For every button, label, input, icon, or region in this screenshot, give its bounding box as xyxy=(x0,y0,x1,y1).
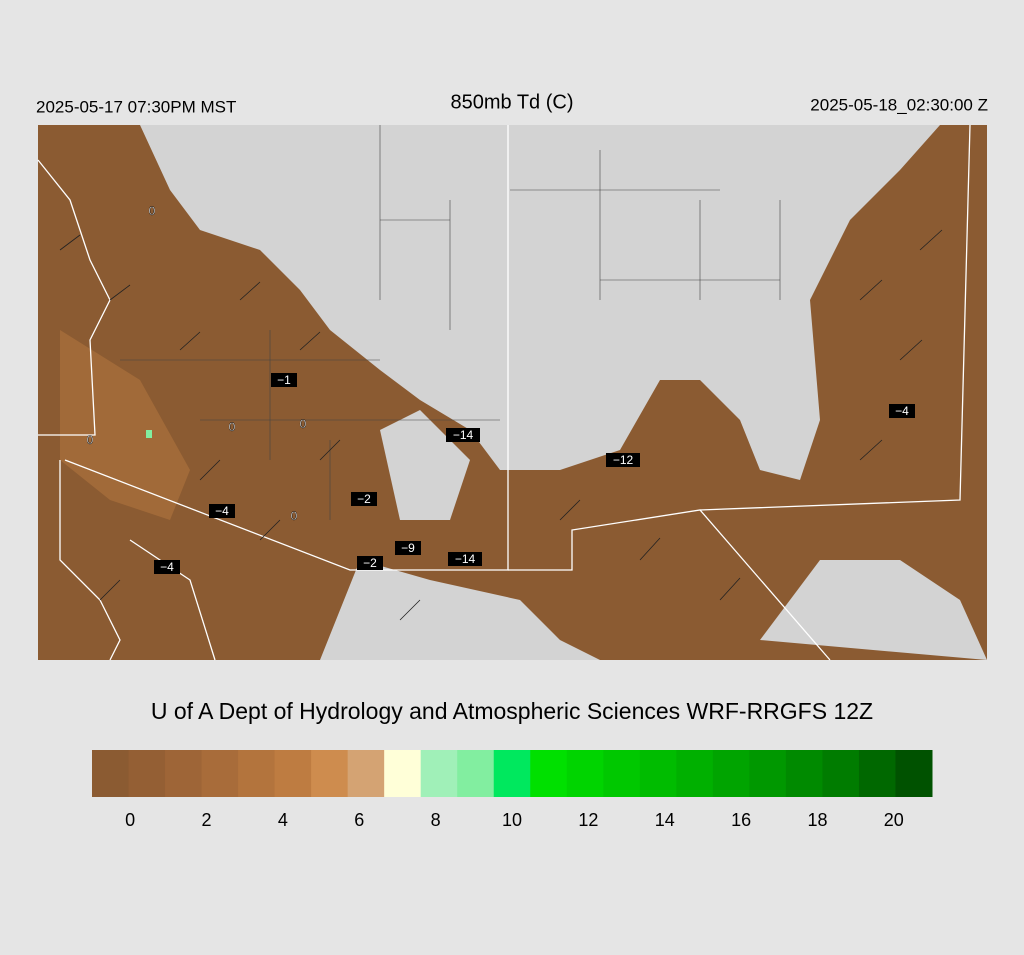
label-box xyxy=(154,560,180,574)
station-label: −9 xyxy=(401,541,415,555)
colorbar-swatch xyxy=(92,750,130,797)
colorbar-tick-label: 4 xyxy=(278,810,288,830)
colorbar-tick-label: 14 xyxy=(655,810,675,830)
colorbar-tick-label: 2 xyxy=(202,810,212,830)
colorbar-swatch xyxy=(311,750,349,797)
footer-credit: U of A Dept of Hydrology and Atmospheric… xyxy=(151,698,873,724)
label-box xyxy=(448,552,482,566)
station-label: 0 xyxy=(229,420,236,434)
colorbar-swatch xyxy=(128,750,166,797)
station-label: −4 xyxy=(215,504,229,518)
station-label: −14 xyxy=(453,428,474,442)
label-box xyxy=(271,373,297,387)
colorbar-swatch xyxy=(457,750,495,797)
colorbar-tick-label: 10 xyxy=(502,810,522,830)
station-label: −14 xyxy=(455,552,476,566)
colorbar-swatch xyxy=(420,750,458,797)
dry-region xyxy=(38,125,987,660)
wind-barbs xyxy=(59,229,943,621)
colorbar-swatch xyxy=(274,750,312,797)
station-label: −1 xyxy=(277,373,291,387)
colorbar-swatch xyxy=(165,750,203,797)
colorbar-tick-label: 8 xyxy=(431,810,441,830)
colorbar-tick-label: 6 xyxy=(354,810,364,830)
colorbar-swatch xyxy=(493,750,531,797)
colorbar-swatch xyxy=(238,750,276,797)
station-label: 0 xyxy=(291,509,298,523)
station-labels: 0 −1 0 0 0 −14 −12 −4 −4 0 −2 −9 −14 −2 −4 xyxy=(86,204,915,574)
map: 0 −1 0 0 0 −14 −12 −4 −4 0 −2 −9 −14 −2 −4 xyxy=(37,124,987,661)
colorbar-swatch xyxy=(895,750,933,797)
colorbar-tick-label: 12 xyxy=(578,810,598,830)
station-label: 0 xyxy=(300,417,307,431)
station-label: −2 xyxy=(357,492,371,506)
station-label: −12 xyxy=(613,453,634,467)
label-box xyxy=(395,541,421,555)
colorbar-swatch xyxy=(639,750,677,797)
colorbar-tick-label: 16 xyxy=(731,810,751,830)
label-box xyxy=(446,428,480,442)
colorbar-swatch xyxy=(785,750,823,797)
label-box xyxy=(351,492,377,506)
moist-spot xyxy=(146,430,152,438)
moist-patch xyxy=(760,560,987,660)
station-label: −4 xyxy=(160,560,174,574)
county-lines xyxy=(120,125,781,520)
colorbar-swatch xyxy=(676,750,714,797)
colorbar-swatch xyxy=(566,750,604,797)
colorbar-swatch xyxy=(749,750,787,797)
colorbar-swatch xyxy=(603,750,641,797)
valid-time-utc: 2025-05-18_02:30:00 Z xyxy=(810,95,988,114)
moist-patch xyxy=(320,560,600,660)
colorbar-tick-label: 18 xyxy=(807,810,827,830)
colorbar: 0 2 4 6 8 10 12 14 16 18 20 xyxy=(92,750,933,830)
label-box xyxy=(889,404,915,418)
colorbar-swatch xyxy=(822,750,860,797)
title: 850mb Td (C) xyxy=(450,91,573,113)
station-label: −2 xyxy=(363,556,377,570)
colorbar-swatch xyxy=(858,750,896,797)
label-box xyxy=(357,556,383,570)
station-label: −4 xyxy=(895,404,909,418)
colorbar-swatch xyxy=(347,750,385,797)
label-box xyxy=(606,453,640,467)
colorbar-tick-label: 0 xyxy=(125,810,135,830)
colorbar-swatch xyxy=(201,750,239,797)
colorbar-swatch xyxy=(384,750,422,797)
colorbar-swatch xyxy=(712,750,750,797)
valid-time-local: 2025-05-17 07:30PM MST xyxy=(36,97,236,116)
label-box xyxy=(209,504,235,518)
station-label: 0 xyxy=(87,433,94,447)
colorbar-tick-label: 20 xyxy=(884,810,904,830)
colorbar-swatch xyxy=(530,750,568,797)
station-label: 0 xyxy=(149,204,156,218)
